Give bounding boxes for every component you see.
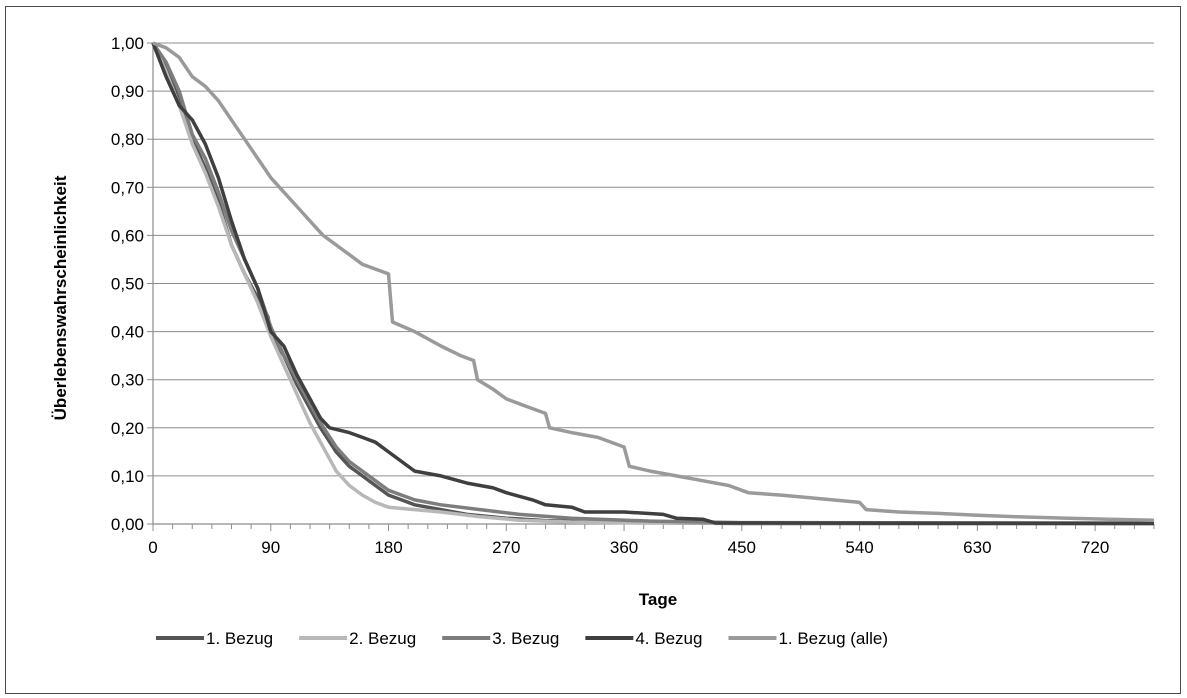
y-tick-label: 0,40 bbox=[111, 323, 144, 342]
legend: 1. Bezug 2. Bezug 3. Bezug 4. Bezug 1. Bezug… bbox=[156, 629, 888, 648]
y-tick-label: 0,60 bbox=[111, 226, 144, 245]
series-line-2 bbox=[151, 42, 1155, 526]
legend-label: 1. Bezug (alle) bbox=[778, 629, 888, 648]
legend-item-2: 2. Bezug bbox=[299, 629, 416, 648]
x-axis-title: Tage bbox=[639, 590, 677, 609]
x-tick-label: 630 bbox=[963, 538, 991, 557]
chart-frame: 0,00 0,10 0,20 0,30 0,40 0,50 0,60 0,70 0,80 0,90… bbox=[5, 6, 1181, 694]
series-layer bbox=[151, 41, 1155, 526]
y-tick-label: 0,80 bbox=[111, 130, 144, 149]
y-tick-label: 0,30 bbox=[111, 371, 144, 390]
legend-label: 1. Bezug bbox=[206, 629, 273, 648]
legend-label: 4. Bezug bbox=[635, 629, 702, 648]
y-tick-label: 0,50 bbox=[111, 275, 144, 294]
y-tick-label: 0,90 bbox=[111, 82, 144, 101]
y-tick-label: 1,00 bbox=[111, 34, 144, 53]
series-line-5 bbox=[152, 41, 1155, 522]
label-layer: 0,00 0,10 0,20 0,30 0,40 0,50 0,60 0,70 0,80 0,90… bbox=[111, 34, 1109, 557]
series-line-3 bbox=[151, 42, 1155, 525]
y-axis-title: Überlebenswahrscheinlichkeit bbox=[51, 175, 70, 420]
y-tick-label: 0,10 bbox=[111, 467, 144, 486]
x-tick-label: 360 bbox=[610, 538, 638, 557]
x-tick-label: 90 bbox=[261, 538, 280, 557]
legend-item-4: 4. Bezug bbox=[585, 629, 702, 648]
legend-label: 2. Bezug bbox=[349, 629, 416, 648]
legend-item-1: 1. Bezug bbox=[156, 629, 273, 648]
legend-label: 3. Bezug bbox=[492, 629, 559, 648]
x-tick-label: 0 bbox=[148, 538, 157, 557]
y-tick-label: 0,70 bbox=[111, 178, 144, 197]
legend-item-3: 3. Bezug bbox=[442, 629, 559, 648]
series-line-4 bbox=[151, 42, 1155, 526]
survival-chart: 0,00 0,10 0,20 0,30 0,40 0,50 0,60 0,70 0,80 0,90… bbox=[51, 34, 1155, 648]
y-tick-label: 0,00 bbox=[111, 515, 144, 534]
x-tick-label: 180 bbox=[374, 538, 402, 557]
x-tick-label: 270 bbox=[492, 538, 520, 557]
x-tick-label: 450 bbox=[728, 538, 756, 557]
y-tick-label: 0,20 bbox=[111, 419, 144, 438]
legend-item-5: 1. Bezug (alle) bbox=[728, 629, 888, 648]
x-tick-label: 720 bbox=[1081, 538, 1109, 557]
axis-layer bbox=[147, 42, 1155, 531]
x-tick-label: 540 bbox=[845, 538, 873, 557]
